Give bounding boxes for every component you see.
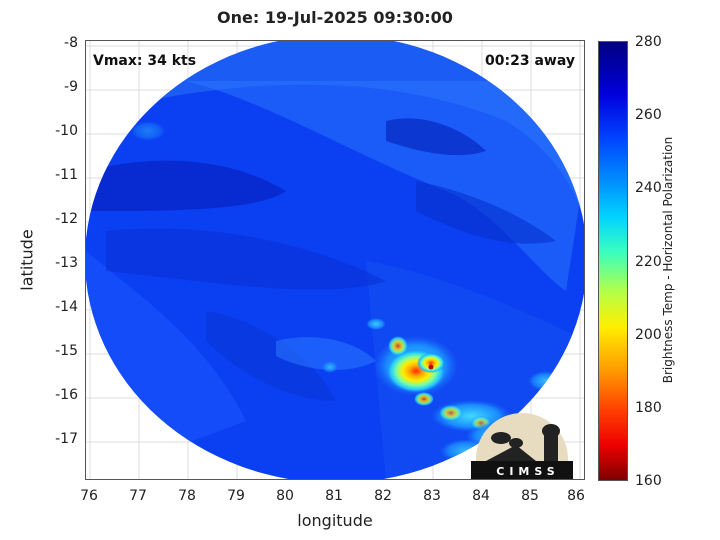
x-tick: 82: [374, 488, 392, 504]
map-plot-area: CIMSS: [85, 40, 585, 480]
time-offset-label: 00:23 away: [485, 53, 575, 69]
colorbar-tick: 220: [635, 254, 662, 270]
colorbar-tick: 160: [635, 473, 662, 489]
cimss-logo: [471, 413, 573, 479]
x-tick: 85: [521, 488, 539, 504]
plot-title: One: 19-Jul-2025 09:30:00: [217, 8, 453, 27]
x-tick: 77: [129, 488, 147, 504]
colorbar-tick: 280: [635, 34, 662, 50]
colorbar-tick: 260: [635, 107, 662, 123]
colorbar-tick: 200: [635, 327, 662, 343]
colorbar-label: Brightness Temp - Horizontal Polarizatio…: [661, 136, 675, 384]
cimss-logo-text: CIMSS: [496, 465, 560, 478]
y-tick: -9: [64, 79, 78, 95]
colorbar: [598, 41, 628, 481]
x-axis-label: longitude: [297, 511, 373, 530]
x-tick: 81: [325, 488, 343, 504]
x-tick: 80: [276, 488, 294, 504]
y-tick: -17: [55, 431, 78, 447]
y-tick: -11: [55, 167, 78, 183]
y-tick: -14: [55, 299, 78, 315]
x-tick: 83: [423, 488, 441, 504]
y-tick: -12: [55, 211, 78, 227]
y-tick: -13: [55, 255, 78, 271]
y-tick: -8: [64, 35, 78, 51]
y-tick: -15: [55, 343, 78, 359]
brightness-temperature-map: [86, 41, 584, 479]
x-tick: 79: [227, 488, 245, 504]
colorbar-tick: 180: [635, 400, 662, 416]
y-tick: -16: [55, 387, 78, 403]
satellite-swath: [86, 41, 584, 479]
vmax-label: Vmax: 34 kts: [93, 53, 197, 69]
colorbar-tick: 240: [635, 180, 662, 196]
y-tick: -10: [55, 123, 78, 139]
x-tick: 86: [567, 488, 585, 504]
x-tick: 78: [178, 488, 196, 504]
x-tick: 84: [472, 488, 490, 504]
x-tick: 76: [80, 488, 98, 504]
y-axis-label: latitude: [17, 229, 37, 291]
